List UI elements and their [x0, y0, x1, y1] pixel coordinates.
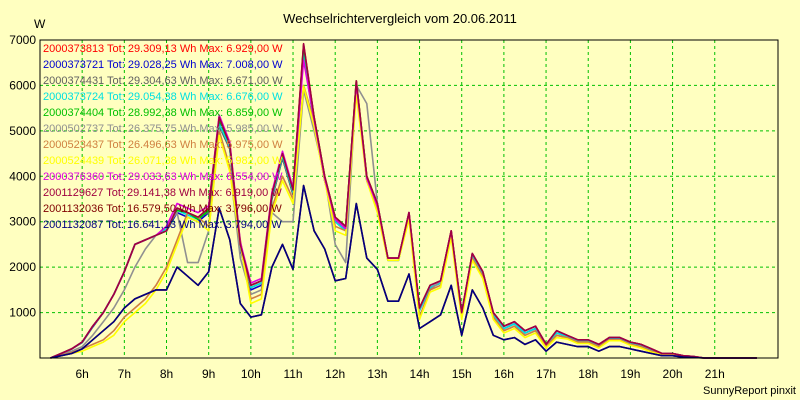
x-tick-label: 8h: [160, 367, 173, 381]
legend-entry-9: 2000376360 Tot: 29.033,63 Wh Max: 6.554,…: [43, 171, 283, 183]
x-tick-label: 12h: [325, 367, 345, 381]
y-tick-label: 7000: [9, 33, 36, 47]
x-tick-label: 7h: [118, 367, 131, 381]
plot-frame: [39, 39, 779, 359]
x-tick-label: 19h: [620, 367, 640, 381]
legend-entry-6: 2000502737 Tot: 26.375,75 Wh Max: 5.985,…: [43, 123, 283, 135]
x-tick-label: 20h: [663, 367, 683, 381]
series-lines: [50, 42, 757, 359]
legend-entry-3: 2000374431 Tot: 29.304,63 Wh Max: 6.671,…: [43, 75, 283, 87]
legend-entry-1: 2000373813 Tot: 29.309,13 Wh Max: 6.929,…: [43, 43, 283, 55]
x-tick-label: 16h: [494, 367, 514, 381]
y-tick-label: 2000: [9, 260, 36, 274]
legend-entry-12: 2001132087 Tot: 16.641,13 Wh Max: 3.794,…: [43, 219, 282, 231]
legend: 2000373813 Tot: 29.309,13 Wh Max: 6.929,…: [43, 43, 283, 231]
legend-entry-11: 2001132036 Tot: 16.579,50 Wh Max: 3.796,…: [43, 203, 282, 215]
legend-entry-7: 2000523437 Tot: 26.496,63 Wh Max: 5.975,…: [43, 139, 283, 151]
x-tick-label: 21h: [705, 367, 725, 381]
x-tick-label: 9h: [202, 367, 215, 381]
series-line-10: [50, 42, 757, 359]
y-tick-label: 5000: [9, 124, 36, 138]
legend-entry-5: 2000374404 Tot: 28.992,38 Wh Max: 6.859,…: [43, 107, 283, 119]
x-tick-label: 11h: [283, 367, 302, 381]
x-tick-label: 10h: [241, 367, 261, 381]
series-line-12: [50, 184, 757, 359]
y-axis-unit: W: [34, 17, 46, 31]
y-tick-labels: 1000 2000 3000 4000 5000 6000 7000: [9, 33, 36, 320]
x-tick-label: 17h: [536, 367, 556, 381]
legend-entry-8: 2000524439 Tot: 26.071,38 Wh Max: 5.982,…: [43, 155, 283, 167]
y-tick-label: 4000: [9, 169, 36, 183]
y-tick-label: 1000: [9, 306, 36, 320]
y-tick-label: 6000: [9, 78, 36, 92]
legend-entry-4: 2000373724 Tot: 29.054,38 Wh Max: 6.676,…: [43, 91, 283, 103]
grid: [40, 39, 778, 358]
series-line-8: [50, 85, 757, 359]
x-tick-label: 18h: [578, 367, 598, 381]
x-tick-label: 6h: [75, 367, 88, 381]
y-tick-label: 3000: [9, 215, 36, 229]
x-tick-label: 15h: [452, 367, 472, 381]
chart-title: Wechselrichtervergleich vom 20.06.2011: [283, 11, 517, 26]
x-tick-labels: 6h 7h 8h 9h 10h 11h 12h 13h 14h 15h 16h 17h 18h 19h 20…: [75, 367, 724, 381]
x-tick-label: 14h: [410, 367, 430, 381]
x-tick-label: 13h: [367, 367, 387, 381]
legend-entry-2: 2000373721 Tot: 29.028,25 Wh Max: 7.008,…: [43, 59, 283, 71]
footer-credit: SunnyReport pinxit: [703, 385, 796, 397]
legend-entry-10: 2001129627 Tot: 29.141,38 Wh Max: 6.919,…: [43, 187, 282, 199]
